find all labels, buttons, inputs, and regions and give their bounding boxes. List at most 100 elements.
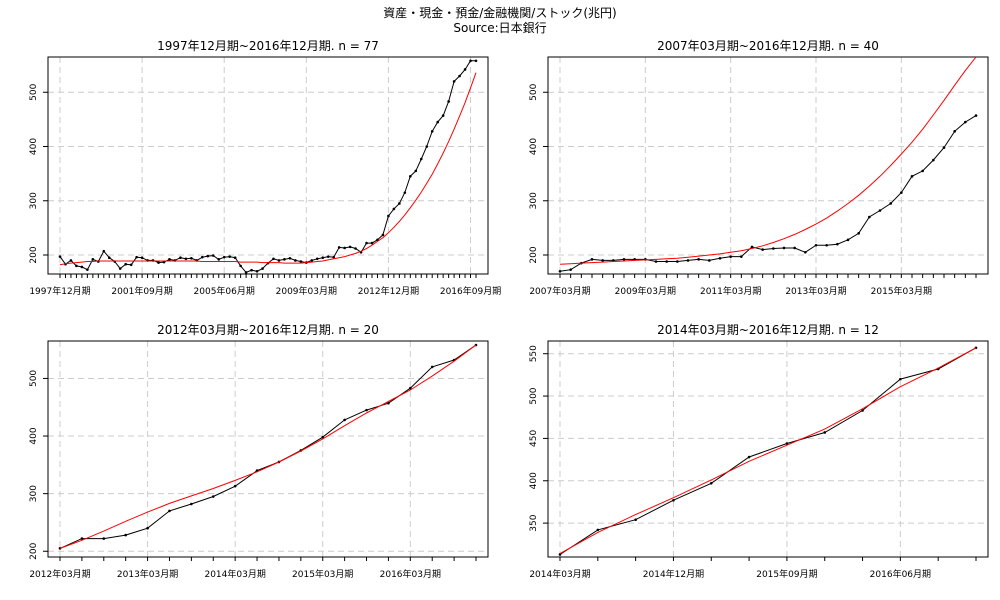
y-tick-label: 300 <box>29 192 39 209</box>
x-tick-label: 2012年03月期 <box>29 568 90 580</box>
x-tick-label: 2009年03月期 <box>615 285 676 297</box>
data-point <box>469 59 472 63</box>
data-line <box>559 115 977 272</box>
data-point <box>381 233 385 237</box>
data-point <box>190 502 193 506</box>
data-point <box>75 264 78 268</box>
y-tick-label: 500 <box>29 83 39 100</box>
x-tick-label: 2011年03月期 <box>700 285 761 297</box>
x-tick-label: 2015年03月期 <box>292 568 353 580</box>
figure-title: 資産・現金・預金/金融機関/ストック(兆円) Source:日本銀行 <box>0 6 1000 36</box>
data-point <box>233 484 237 488</box>
chart-title: 1997年12月期~2016年12月期. n = 77 <box>157 39 379 53</box>
data-point <box>343 246 346 250</box>
data-point <box>452 80 456 83</box>
data-point <box>709 482 713 485</box>
data-point <box>228 255 231 258</box>
data-point <box>102 249 106 253</box>
figure-source: Source:日本銀行 <box>453 21 547 35</box>
plot-frame <box>547 56 989 275</box>
data-point <box>458 74 461 78</box>
data-point <box>326 255 330 258</box>
data-line <box>59 344 477 549</box>
data-point <box>80 537 84 540</box>
x-tick-label: 2009年03月期 <box>276 285 337 297</box>
data-point <box>403 191 407 194</box>
data-point <box>596 528 600 532</box>
data-point <box>622 258 626 261</box>
data-point <box>665 260 668 263</box>
chart-title: 2007年03月期~2016年12月期. n = 40 <box>657 39 879 53</box>
figure-title-main: 資産・現金・預金/金融機関/ストック(兆円) <box>383 6 617 20</box>
data-point <box>634 518 637 522</box>
data-point <box>107 256 111 260</box>
chart-panel-2: 2007年03月期 2009年03月期 2011年03月期 2013年03月期 2015… <box>529 39 989 297</box>
fit-line <box>559 56 977 265</box>
y-tick-label: 550 <box>529 345 539 362</box>
data-point <box>676 260 679 263</box>
data-point <box>430 365 434 369</box>
data-point <box>569 268 572 271</box>
data-point <box>430 130 434 133</box>
data-point <box>146 526 149 530</box>
data-point <box>740 255 743 258</box>
x-tick-label: 2013年03月期 <box>785 285 846 297</box>
data-point <box>91 258 95 261</box>
data-point <box>211 254 215 257</box>
data-point <box>814 243 818 247</box>
data-point <box>321 435 325 439</box>
chart-title: 2012年03月期~2016年12月期. n = 20 <box>157 323 379 337</box>
data-point <box>321 256 325 260</box>
data-point <box>729 255 732 258</box>
data-point <box>124 533 127 537</box>
fit-line <box>59 344 477 549</box>
y-tick-label: 300 <box>529 192 539 209</box>
data-point <box>697 258 700 261</box>
data-point <box>878 209 882 212</box>
data-point <box>436 120 439 124</box>
y-tick-label: 200 <box>29 246 39 263</box>
data-point <box>315 257 319 261</box>
data-point <box>294 259 297 262</box>
data-point <box>823 431 827 434</box>
plot-frame <box>47 56 489 275</box>
data-point <box>255 269 259 273</box>
data-point <box>392 207 396 211</box>
data-point <box>861 409 864 412</box>
data-point <box>387 214 390 218</box>
y-tick-label: 450 <box>529 430 539 447</box>
data-point <box>868 215 871 219</box>
data-point <box>899 377 902 381</box>
data-point <box>250 268 253 272</box>
data-point <box>785 442 789 445</box>
x-tick-label: 2014年12月期 <box>643 568 704 580</box>
data-point <box>69 259 73 262</box>
data-point <box>414 169 418 173</box>
data-point <box>86 268 89 271</box>
y-tick-label: 500 <box>529 387 539 404</box>
x-tick-label: 1997年12月期 <box>29 285 90 297</box>
y-tick-label: 500 <box>529 83 539 100</box>
data-point <box>708 259 711 262</box>
y-tick-label: 200 <box>529 246 539 263</box>
data-point <box>672 498 675 502</box>
chart-panel-1: 1997年12月期 2001年09月期 2005年06月期 2009年03月期 2012… <box>29 39 501 297</box>
data-point <box>118 267 122 270</box>
x-tick-label: 2016年06月期 <box>870 568 931 580</box>
chart-title: 2014年03月期~2016年12月期. n = 12 <box>657 323 879 337</box>
data-point <box>425 145 429 148</box>
data-point <box>654 260 658 263</box>
data-point <box>761 248 764 251</box>
data-point <box>135 255 138 259</box>
data-point <box>398 202 401 205</box>
data-point <box>590 258 594 261</box>
chart-panel-3: 2012年03月期 2013年03月期 2014年03月期 2015年03月期 2016… <box>29 323 489 580</box>
data-point <box>244 271 248 274</box>
data-point <box>217 258 221 261</box>
data-point <box>354 247 357 250</box>
data-point <box>283 258 286 261</box>
data-point <box>793 246 796 250</box>
data-point <box>370 241 374 245</box>
data-point <box>921 169 924 173</box>
data-point <box>558 269 562 273</box>
